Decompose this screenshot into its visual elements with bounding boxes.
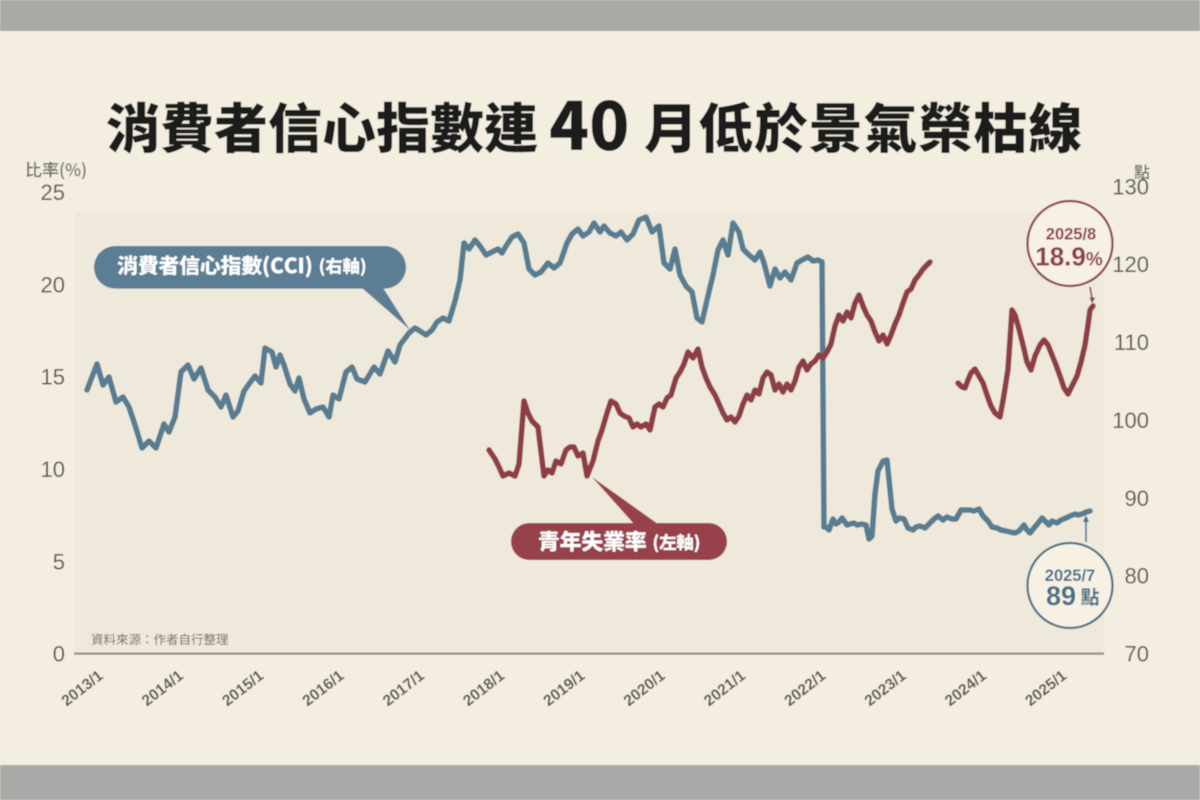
svg-text:2025/7: 2025/7 [1045, 567, 1095, 585]
svg-text:2025/8: 2025/8 [1046, 226, 1096, 244]
svg-text:70: 70 [1125, 642, 1149, 667]
svg-text:15: 15 [41, 365, 65, 390]
svg-text:120: 120 [1112, 252, 1149, 277]
svg-text:130: 130 [1112, 174, 1149, 199]
svg-text:110: 110 [1114, 330, 1149, 355]
svg-text:5: 5 [53, 549, 65, 574]
svg-text:80: 80 [1125, 564, 1149, 589]
svg-text:20: 20 [41, 272, 65, 297]
svg-text:10: 10 [41, 457, 65, 482]
svg-text:89: 89 [1046, 581, 1076, 611]
svg-text:100: 100 [1112, 408, 1149, 433]
svg-text:90: 90 [1125, 486, 1149, 511]
svg-text:18.9%: 18.9% [1035, 242, 1103, 272]
svg-text:25: 25 [41, 180, 65, 205]
svg-text:0: 0 [53, 642, 65, 667]
